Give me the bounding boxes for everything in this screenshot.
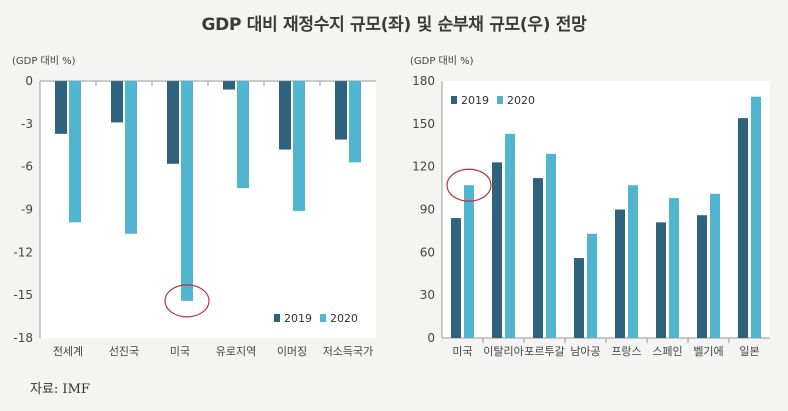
left-bar-2020-선진국 bbox=[125, 81, 137, 234]
left-ytick-label: -12 bbox=[13, 245, 33, 259]
right-bar-2020-스페인 bbox=[669, 198, 679, 338]
right-legend-label-2020: 2020 bbox=[507, 94, 535, 107]
right-chart-debt: 0 30 60 90 120 150 180 미국 이탈리아 포르투갈 남아공 프랑스 스페인 벨기에 일본… bbox=[412, 74, 770, 358]
left-legend-swatch-2019 bbox=[274, 314, 280, 322]
right-bar-2020-포르투갈 bbox=[546, 153, 556, 338]
right-bar-2020-이탈리아 bbox=[505, 133, 515, 338]
left-category-label: 저소득국가 bbox=[323, 345, 374, 358]
left-legend-label-2020: 2020 bbox=[330, 312, 358, 325]
right-bar-2019-벨기에 bbox=[697, 215, 707, 338]
right-bar-2020-일본 bbox=[751, 96, 761, 338]
right-plot-background bbox=[442, 81, 770, 338]
right-bar-2019-포르투갈 bbox=[533, 178, 543, 338]
right-bar-2020-남아공 bbox=[587, 233, 597, 338]
right-bar-2019-미국 bbox=[451, 218, 461, 338]
left-bar-2020-저소득국가 bbox=[349, 81, 361, 163]
source-note: 자료: IMF bbox=[30, 382, 90, 397]
right-category-label: 남아공 bbox=[570, 345, 600, 358]
right-unit-label: (GDP 대비 %) bbox=[410, 55, 474, 67]
right-category-label: 일본 bbox=[739, 344, 759, 358]
right-category-label: 벨기에 bbox=[693, 345, 723, 358]
left-ytick-label: -6 bbox=[21, 160, 33, 174]
right-category-label: 포르투갈 bbox=[524, 344, 564, 358]
right-bar-2019-이탈리아 bbox=[492, 162, 502, 338]
right-bar-2019-일본 bbox=[738, 118, 748, 338]
left-bar-2019-선진국 bbox=[111, 81, 123, 123]
left-category-label: 선진국 bbox=[109, 345, 139, 358]
right-bar-2020-미국 bbox=[464, 185, 474, 338]
chart-title: GDP 대비 재정수지 규모(좌) 및 순부채 규모(우) 전망 bbox=[201, 15, 587, 35]
left-bar-2020-유로지역 bbox=[237, 81, 249, 189]
right-ytick-label: 30 bbox=[420, 288, 435, 302]
left-bar-2019-전세계 bbox=[55, 81, 67, 134]
left-chart-deficit: 0 -3 -6 -9 -12 -15 -18 전세계 선진국 미국 유로지역 이머징 저소득국가 2019… bbox=[13, 74, 376, 358]
left-highlight-circle bbox=[164, 284, 210, 318]
right-highlight-circle bbox=[446, 168, 492, 202]
right-ytick-label: 60 bbox=[420, 245, 435, 259]
right-bar-2020-벨기에 bbox=[710, 193, 720, 338]
right-ytick-label: 90 bbox=[420, 203, 435, 217]
left-unit-label: (GDP 대비 %) bbox=[12, 55, 76, 67]
left-bar-2020-미국 bbox=[181, 81, 193, 301]
right-legend-swatch-2019 bbox=[451, 96, 457, 104]
right-category-label: 프랑스 bbox=[611, 345, 641, 358]
left-category-label: 유로지역 bbox=[216, 345, 256, 358]
left-bar-2019-유로지역 bbox=[223, 81, 235, 90]
left-category-label: 미국 bbox=[170, 345, 190, 358]
right-ytick-label: 180 bbox=[412, 74, 435, 88]
left-ytick-label: -18 bbox=[13, 331, 33, 345]
left-bar-2019-저소득국가 bbox=[335, 81, 347, 140]
right-bar-2019-프랑스 bbox=[615, 209, 625, 338]
left-legend-swatch-2020 bbox=[320, 314, 326, 322]
left-legend-label-2019: 2019 bbox=[284, 312, 312, 325]
right-bar-2020-프랑스 bbox=[628, 185, 638, 338]
left-ytick-label: 0 bbox=[25, 74, 33, 88]
right-ytick-label: 150 bbox=[412, 117, 435, 131]
right-ytick-label: 0 bbox=[427, 331, 435, 345]
right-legend-swatch-2020 bbox=[497, 96, 503, 104]
left-ytick-label: -3 bbox=[21, 117, 33, 131]
right-bar-2019-남아공 bbox=[574, 258, 584, 338]
right-category-label: 미국 bbox=[452, 345, 472, 358]
right-category-label: 스페인 bbox=[652, 345, 682, 358]
left-plot-background bbox=[40, 80, 376, 338]
left-ytick-label: -15 bbox=[13, 288, 33, 302]
left-bar-2019-이머징 bbox=[279, 81, 291, 150]
left-bar-2020-이머징 bbox=[293, 81, 305, 211]
right-bar-2019-스페인 bbox=[656, 222, 666, 338]
right-ytick-label: 120 bbox=[412, 160, 435, 174]
left-category-label: 전세계 bbox=[53, 345, 83, 358]
left-bar-2019-미국 bbox=[167, 81, 179, 164]
right-legend-label-2019: 2019 bbox=[461, 94, 489, 107]
left-bar-2020-전세계 bbox=[69, 81, 81, 223]
left-ytick-label: -9 bbox=[21, 203, 33, 217]
left-category-label: 이머징 bbox=[277, 345, 307, 358]
right-category-label: 이탈리아 bbox=[483, 345, 523, 358]
